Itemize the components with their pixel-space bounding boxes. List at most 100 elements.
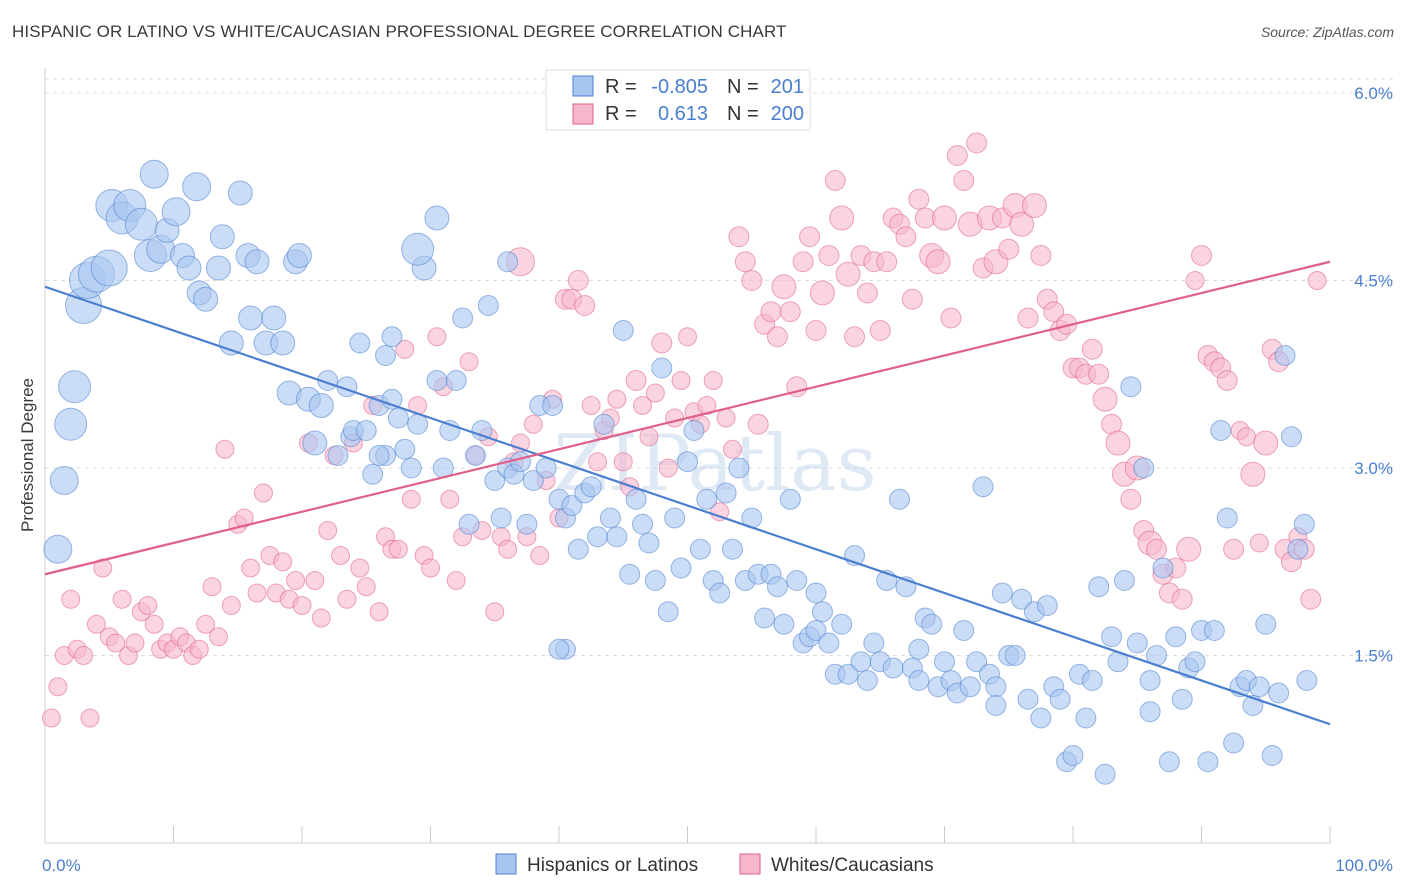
hispanic-latino-points (43, 159, 1318, 785)
white-point (1236, 427, 1256, 447)
hispanic-point (209, 224, 235, 250)
white-point (703, 371, 723, 390)
white-point (766, 326, 788, 348)
white-point (792, 251, 814, 273)
hispanic-point (966, 651, 988, 673)
hispanic-point (1139, 701, 1161, 723)
hispanic-point (471, 420, 493, 441)
white-point (869, 320, 891, 341)
hispanic-point (567, 538, 589, 560)
hispanic-point (1216, 507, 1238, 529)
hispanic-point (1293, 513, 1315, 535)
white-point (1043, 301, 1065, 323)
hispanic-point (355, 420, 377, 441)
hispanic-point (721, 538, 743, 560)
white-point (138, 596, 158, 615)
hispanic-point (1197, 751, 1219, 773)
white-point (625, 370, 647, 391)
white-point (856, 282, 878, 304)
white-point (946, 145, 968, 166)
hispanic-point (1036, 595, 1058, 616)
hispanic-point (535, 457, 557, 479)
hispanic-point (1030, 707, 1052, 729)
hispanic-point (1171, 688, 1193, 710)
white-point (876, 251, 898, 273)
white-point (633, 396, 653, 415)
hispanic-point (218, 330, 244, 356)
hispanic-point (1126, 632, 1148, 654)
white-point (356, 577, 376, 597)
hispanic-point (477, 295, 499, 316)
hispanic-point (1268, 682, 1290, 704)
white-point (61, 589, 81, 609)
hispanic-point (709, 582, 731, 604)
hispanic-point (766, 576, 788, 598)
white-point (895, 226, 917, 248)
y-tick-label: 6.0% (1354, 84, 1393, 103)
source-label: Source: ZipAtlas.com (1260, 24, 1394, 40)
white-point (273, 552, 293, 572)
white-point (196, 614, 216, 634)
white-point (485, 602, 505, 622)
white-point (1176, 536, 1202, 562)
white-point (498, 539, 518, 559)
white-point (658, 458, 678, 478)
white-point (697, 396, 717, 415)
white-point (1081, 338, 1103, 360)
white-point (215, 439, 235, 459)
white-point (1146, 538, 1168, 560)
series-legend-swatch-blue (495, 853, 517, 875)
trend-lines (44, 260, 1331, 726)
hispanic-point (139, 159, 169, 189)
hispanic-point (934, 651, 955, 673)
hispanic-point (580, 476, 602, 498)
trend-line-white (44, 260, 1331, 576)
hispanic-point (985, 676, 1007, 698)
white-point (665, 408, 685, 428)
hispanic-point (959, 676, 981, 698)
white-point (189, 639, 209, 659)
hispanic-point (58, 370, 92, 404)
white-point (998, 238, 1020, 260)
white-point (567, 270, 589, 291)
hispanic-point (1158, 751, 1180, 773)
white-point (741, 270, 763, 291)
white-point (459, 352, 479, 372)
white-point (901, 288, 923, 310)
hispanic-point (831, 613, 853, 635)
white-point (1120, 488, 1142, 510)
hispanic-point (1287, 538, 1309, 560)
hispanic-point (670, 557, 692, 579)
hispanic-point (1075, 707, 1097, 729)
hispanic-point (593, 413, 615, 435)
hispanic-point (921, 613, 943, 635)
white-point (818, 245, 840, 266)
white-point (125, 633, 145, 653)
legend-swatch-blue (572, 75, 594, 97)
hispanic-point (497, 251, 519, 273)
hispanic-point (1062, 745, 1084, 766)
white-point (144, 614, 164, 634)
white-point (1105, 430, 1131, 456)
white-point (829, 205, 855, 231)
white-point (112, 589, 132, 609)
white-point (1223, 538, 1245, 560)
y-tick-label: 1.5% (1354, 647, 1393, 666)
legend-r-value-pink: 0.613 (658, 103, 708, 125)
hispanic-point (509, 451, 531, 473)
hispanic-point (908, 638, 930, 660)
hispanic-point (452, 307, 474, 329)
hispanic-point (689, 538, 711, 560)
hispanic-point (1094, 763, 1116, 785)
white-point (722, 439, 742, 459)
white-point (446, 571, 466, 590)
hispanic-point (657, 601, 679, 623)
hispanic-point (401, 232, 435, 266)
hispanic-point (786, 570, 808, 591)
hispanic-point (176, 255, 202, 281)
white-point (588, 452, 608, 472)
hispanic-point (445, 370, 467, 391)
hispanic-point (349, 332, 371, 354)
hispanic-point (90, 249, 128, 287)
hispanic-point (1255, 613, 1277, 635)
